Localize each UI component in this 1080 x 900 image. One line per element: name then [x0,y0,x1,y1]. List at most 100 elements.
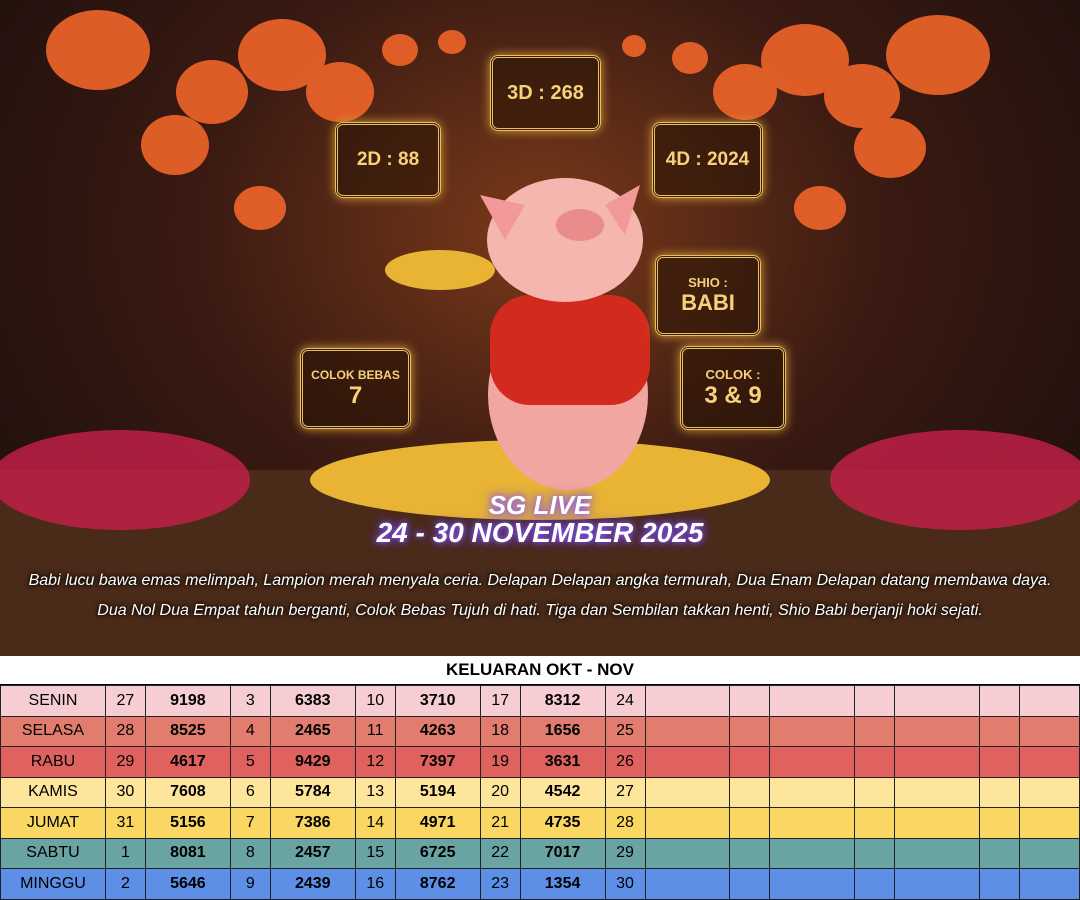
2d-text: 2D : 88 [356,149,420,170]
date-cell: 12 [354,746,396,778]
date-cell: 28 [104,715,146,747]
empty-cell [769,807,856,839]
result-cell: 5646 [144,868,231,900]
date-cell: 26 [604,746,646,778]
empty-cell [894,837,981,869]
empty-cell [979,715,1020,747]
empty-cell [894,685,981,717]
day-cell: SABTU [0,837,106,869]
empty-cell [644,746,731,778]
empty-cell [979,837,1020,869]
empty-cell [729,776,771,808]
colok-box: COLOK :3 & 9 [680,346,786,430]
date-cell: 5 [229,746,271,778]
result-cell: 3710 [394,685,481,717]
illustration [0,10,1080,656]
empty-cell [854,868,896,900]
empty-cell [729,715,771,747]
empty-cell [1019,776,1080,808]
empty-cell [729,746,771,778]
empty-cell [644,685,731,717]
table-row: RABU 29 4617 5 9429 12 7397 19 3631 26 [0,746,1080,778]
date-cell: 25 [604,715,646,747]
result-cell: 1656 [519,715,606,747]
empty-cell [854,715,896,747]
result-cell: 5784 [269,776,356,808]
empty-cell [854,807,896,839]
date-cell: 27 [604,776,646,808]
3d-text: 3D : 268 [507,81,584,104]
day-cell: JUMAT [0,807,106,839]
empty-cell [1019,746,1080,778]
date-cell: 30 [604,868,646,900]
table-row: MINGGU 2 5646 9 2439 16 8762 23 1354 30 [0,868,1080,900]
poem: Babi lucu bawa emas melimpah, Lampion me… [28,572,1052,619]
date-cell: 15 [354,837,396,869]
2d-box: 2D : 88 [335,122,441,198]
date-cell: 6 [229,776,271,808]
date-cell: 4 [229,715,271,747]
date-cell: 19 [479,746,521,778]
date-cell: 31 [104,807,146,839]
empty-cell [1019,685,1080,717]
empty-cell [769,776,856,808]
poster-title: SG LIVE [488,490,592,520]
result-cell: 7397 [394,746,481,778]
result-cell: 9429 [269,746,356,778]
date-cell: 14 [354,807,396,839]
result-cell: 4542 [519,776,606,808]
result-cell: 7017 [519,837,606,869]
empty-cell [1019,807,1080,839]
empty-cell [729,868,771,900]
date-cell: 17 [479,685,521,717]
result-cell: 8762 [394,868,481,900]
table-row: JUMAT 31 5156 7 7386 14 4971 21 4735 28 [0,807,1080,839]
colok-value: 3 & 9 [704,381,762,409]
date-cell: 30 [104,776,146,808]
result-cell: 4617 [144,746,231,778]
empty-cell [979,776,1020,808]
empty-cell [769,868,856,900]
3d-box: 3D : 268 [490,55,601,131]
shio-label: SHIO : [688,275,728,290]
result-cell: 4263 [394,715,481,747]
day-cell: SENIN [0,685,106,717]
colok-bebas-label: COLOK BEBAS [311,367,400,382]
result-cell: 2457 [269,837,356,869]
empty-cell [729,685,771,717]
empty-cell [769,746,856,778]
pig [480,178,650,490]
table-row: SABTU 1 8081 8 2457 15 6725 22 7017 29 [0,837,1080,869]
day-cell: SELASA [0,715,106,747]
result-cell: 2465 [269,715,356,747]
empty-cell [769,715,856,747]
empty-cell [1019,715,1080,747]
date-cell: 16 [354,868,396,900]
colok-bebas-value: 7 [348,381,363,409]
empty-cell [979,807,1020,839]
date-cell: 7 [229,807,271,839]
date-cell: 27 [104,685,146,717]
result-cell: 9198 [144,685,231,717]
result-cell: 5194 [394,776,481,808]
empty-cell [894,807,981,839]
empty-cell [894,715,981,747]
result-cell: 8312 [519,685,606,717]
empty-cell [769,837,856,869]
date-cell: 23 [479,868,521,900]
date-cell: 24 [604,685,646,717]
empty-cell [854,746,896,778]
empty-cell [979,685,1020,717]
result-cell: 2439 [269,868,356,900]
date-cell: 21 [479,807,521,839]
table-row: SELASA 28 8525 4 2465 11 4263 18 1656 25 [0,715,1080,747]
date-cell: 13 [354,776,396,808]
day-cell: RABU [0,746,106,778]
date-cell: 8 [229,837,271,869]
empty-cell [979,746,1020,778]
lanterns [46,10,990,230]
table-row: KAMIS 30 7608 6 5784 13 5194 20 4542 27 [0,776,1080,808]
date-cell: 11 [354,715,396,747]
4d-text: 4D : 2024 [665,149,750,170]
